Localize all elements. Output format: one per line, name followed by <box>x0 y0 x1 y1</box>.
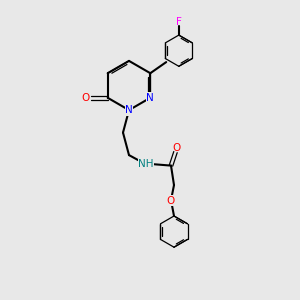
Text: O: O <box>166 196 175 206</box>
Text: N: N <box>146 93 154 103</box>
Text: O: O <box>173 142 181 153</box>
Text: NH: NH <box>138 159 154 169</box>
Text: F: F <box>176 16 182 27</box>
Text: O: O <box>82 93 90 103</box>
Text: N: N <box>125 105 133 115</box>
